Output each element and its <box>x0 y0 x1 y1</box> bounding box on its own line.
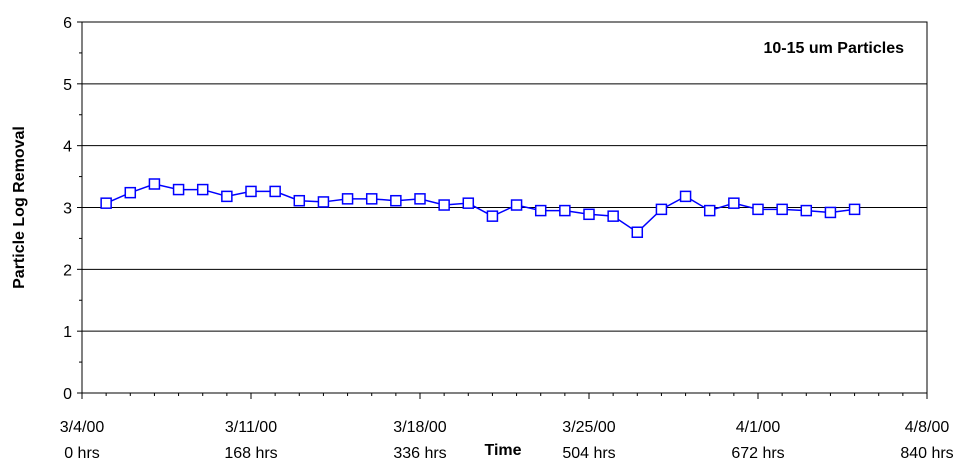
chart-annotation: 10-15 um Particles <box>763 40 904 57</box>
data-point <box>245 185 257 198</box>
data-point <box>196 183 209 196</box>
y-tick-label: 1 <box>63 324 72 341</box>
data-point <box>534 204 547 217</box>
y-tick-label: 5 <box>63 77 72 94</box>
x-tick-label-date: 4/8/00 <box>905 419 950 436</box>
data-point <box>655 203 668 216</box>
data-point <box>100 197 112 209</box>
series-layer <box>100 178 861 238</box>
data-point <box>293 194 306 207</box>
x-tick-label-hours: 504 hrs <box>562 445 615 462</box>
data-point <box>583 208 595 221</box>
data-point <box>728 197 740 209</box>
data-point <box>438 199 450 211</box>
data-point <box>848 203 861 216</box>
data-point <box>124 186 137 199</box>
y-tick-label: 4 <box>63 139 72 156</box>
data-point <box>800 204 813 217</box>
y-tick-labels: 0 1 2 3 4 5 6 <box>63 15 72 403</box>
x-tick-label-hours: 336 hrs <box>393 445 446 462</box>
y-tick-label: 3 <box>63 201 72 218</box>
series-line <box>105 183 855 234</box>
data-point <box>172 183 185 196</box>
data-point <box>269 185 281 198</box>
data-point <box>390 194 402 207</box>
x-tick-label-date: 3/25/00 <box>562 419 615 436</box>
data-point <box>317 196 330 208</box>
x-tick-label-date: 3/11/00 <box>225 419 277 436</box>
y-tick-label: 2 <box>63 262 72 279</box>
data-point <box>486 210 499 222</box>
data-point <box>462 197 475 209</box>
y-axis-title: Particle Log Removal <box>11 126 28 289</box>
y-tick-label: 6 <box>63 15 72 32</box>
data-point <box>510 199 523 211</box>
x-tick-label-date: 4/1/00 <box>736 419 781 436</box>
gridlines <box>82 83 927 332</box>
data-point <box>703 204 716 217</box>
x-tick-label-hours: 0 hrs <box>64 445 100 462</box>
x-tick-label-hours: 840 hrs <box>900 445 953 462</box>
data-point <box>148 178 161 190</box>
data-point <box>607 210 619 222</box>
y-tick-label: 0 <box>63 386 72 403</box>
data-point <box>221 190 233 203</box>
x-tick-labels: 3/4/00 0 hrs 3/11/00 168 hrs 3/18/00 336 hrs 3… <box>60 419 954 462</box>
data-point <box>365 193 378 205</box>
data-point <box>752 203 764 216</box>
data-point <box>631 226 644 238</box>
data-point <box>824 206 837 219</box>
data-point <box>679 190 692 203</box>
x-tick-label-date: 3/4/00 <box>60 419 105 436</box>
data-point <box>776 203 788 216</box>
x-tick-label-date: 3/18/00 <box>393 419 446 436</box>
x-axis-title: Time <box>484 442 521 459</box>
x-tick-label-hours: 672 hrs <box>731 445 784 462</box>
data-point <box>414 193 426 205</box>
data-point <box>559 204 571 217</box>
x-tick-label-hours: 168 hrs <box>224 445 277 462</box>
data-point <box>341 193 354 205</box>
axes <box>77 21 928 399</box>
